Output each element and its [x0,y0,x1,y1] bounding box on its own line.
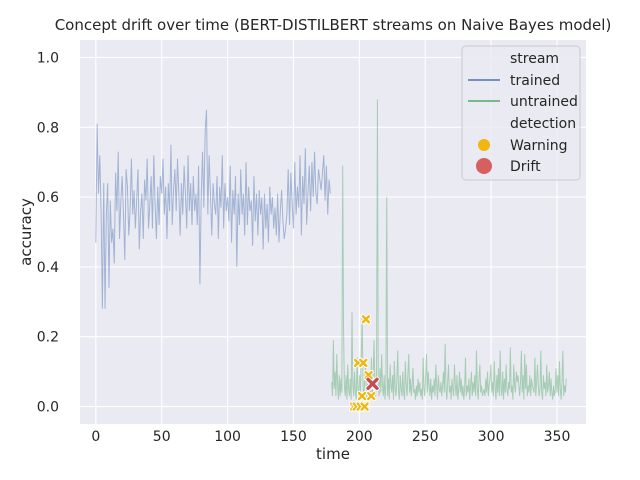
markers-layer [348,314,380,412]
x-tick-label: 100 [214,429,241,445]
warning-marker [356,390,368,402]
x-axis-label: time [316,445,350,463]
x-tick-label: 150 [280,429,307,445]
chart-title: Concept drift over time (BERT-DISTILBERT… [55,16,612,34]
warning-marker [366,390,377,402]
y-tick-label: 0.8 [37,120,59,136]
x-tick-label: 250 [412,429,439,445]
legend: stream trained untrained detection Warni… [461,45,581,181]
x-tick-label: 300 [478,429,505,445]
legend-swatch-warning [478,139,490,151]
x-tick-label: 0 [91,429,100,445]
x-tick-label: 200 [346,429,373,445]
legend-item-warning: Warning [510,138,568,154]
legend-detection-title: detection [510,116,576,132]
tick-labels: 0 50 100 150 200 250 300 350 0.0 0.2 0.4 0.6 0.8 1.0 [37,50,571,445]
warning-marker [360,314,372,325]
series-line-trained [95,109,331,309]
warning-marker [358,357,369,369]
y-tick-label: 0.6 [37,190,59,206]
y-axis-label: accuracy [17,198,35,266]
y-tick-label: 0.0 [37,400,59,416]
legend-item-trained: trained [510,73,560,89]
y-tick-label: 0.2 [37,330,59,346]
legend-stream-title: stream [510,51,559,67]
legend-item-untrained: untrained [510,94,578,110]
x-tick-label: 350 [544,429,571,445]
drift-marker [365,376,380,392]
legend-item-drift: Drift [510,159,541,175]
y-tick-label: 1.0 [37,50,59,66]
legend-swatch-drift [476,158,492,174]
x-tick-label: 50 [153,429,171,445]
warning-marker [359,401,370,412]
y-tick-label: 0.4 [37,260,59,276]
